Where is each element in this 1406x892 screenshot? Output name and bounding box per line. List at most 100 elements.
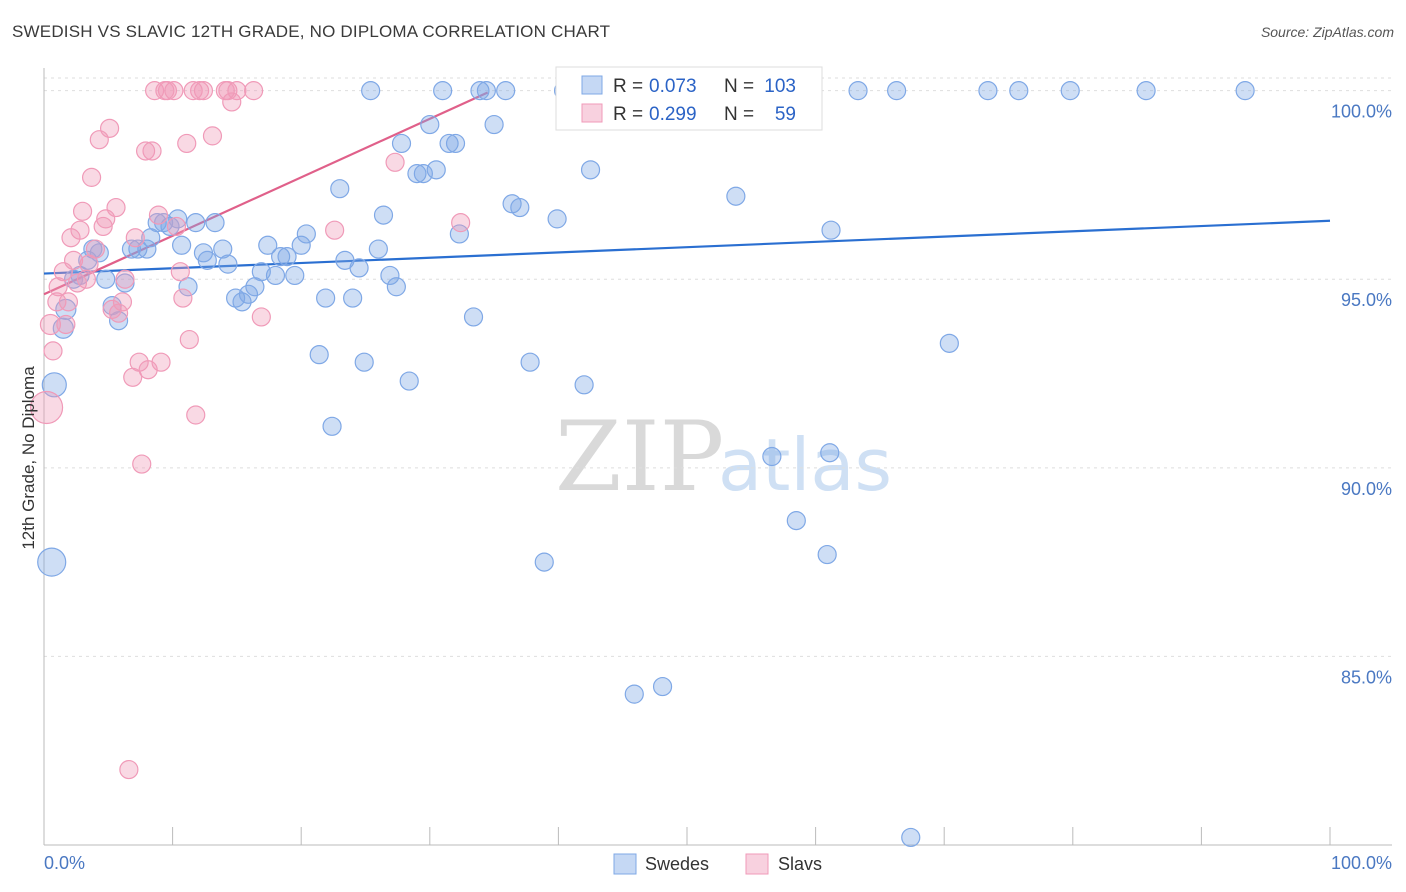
legend-n-label: N = xyxy=(724,104,754,125)
legend-r-label: R = xyxy=(613,76,643,97)
swedes-point xyxy=(820,443,840,463)
slavs-point xyxy=(48,277,68,297)
data-points xyxy=(29,81,1255,848)
swedes-point xyxy=(407,164,427,184)
slavs-point xyxy=(166,216,187,237)
swedes-point xyxy=(399,371,419,391)
swedes-point xyxy=(316,288,336,308)
swedes-point xyxy=(726,186,746,206)
legend-r-label: R = xyxy=(613,104,643,125)
swedes-point xyxy=(547,209,567,229)
swedes-point xyxy=(380,265,400,286)
swedes-point xyxy=(160,216,180,237)
swedes-point xyxy=(197,250,217,270)
slavs-point xyxy=(173,288,193,308)
swedes-point xyxy=(420,114,440,135)
legend-r-value: 0.299 xyxy=(649,104,697,125)
swedes-point xyxy=(373,205,394,225)
slavs-point xyxy=(202,126,223,146)
slavs-point xyxy=(85,239,106,259)
slavs-point xyxy=(72,201,93,221)
y-tick-label: 90.0% xyxy=(1341,479,1392,499)
slavs-point xyxy=(70,220,90,240)
grid xyxy=(44,77,1392,657)
trend-lines xyxy=(43,91,1331,296)
watermark-zip: ZIP xyxy=(555,401,724,513)
swedes-point xyxy=(1235,81,1255,101)
swedes-point xyxy=(147,213,167,233)
slavs-point xyxy=(451,213,471,233)
slavs-point xyxy=(193,81,214,101)
chart-source: Source: ZipAtlas.com xyxy=(1260,24,1394,40)
slavs-legend-label: Slavs xyxy=(778,854,822,874)
swedes-point xyxy=(172,235,192,255)
swedes-point xyxy=(445,133,466,154)
slavs-point xyxy=(179,329,199,350)
slavs-point xyxy=(39,313,62,336)
slavs-point xyxy=(177,133,197,154)
swedes-point xyxy=(652,676,673,697)
y-tick-label: 85.0% xyxy=(1341,667,1392,687)
slavs-point xyxy=(186,405,206,425)
swedes-point xyxy=(205,213,225,233)
swedes-point xyxy=(213,239,233,259)
swedes-point xyxy=(322,416,342,436)
swedes-point xyxy=(121,239,142,259)
slavs-point xyxy=(112,292,133,312)
chart-title: SWEDISH VS SLAVIC 12TH GRADE, NO DIPLOMA… xyxy=(12,22,611,41)
swedes-point xyxy=(349,258,369,278)
swedes-point xyxy=(901,827,921,848)
slavs-point xyxy=(108,303,129,323)
slavs-point xyxy=(115,269,135,289)
swedes-point xyxy=(354,352,374,372)
slavs-point xyxy=(76,269,97,289)
swedes-point xyxy=(580,160,601,180)
swedes-point xyxy=(463,307,484,327)
slavs-trend-line xyxy=(43,91,489,296)
swedes-point xyxy=(251,262,271,282)
watermark: ZIP atlas xyxy=(555,401,892,513)
legend-n-value: 59 xyxy=(775,104,796,125)
swedes-point xyxy=(484,114,504,135)
swedes-point xyxy=(496,81,516,101)
y-tick-label: 100.0% xyxy=(1331,102,1392,122)
slavs-point xyxy=(142,141,162,161)
swedes-point xyxy=(41,372,67,398)
slavs-point xyxy=(222,92,242,112)
swedes-point xyxy=(108,311,129,331)
swedes-point xyxy=(277,246,297,267)
slavs-point xyxy=(244,81,264,101)
swedes-point xyxy=(433,81,453,101)
swedes-point xyxy=(476,81,496,101)
swedes-point xyxy=(510,197,530,218)
swedes-legend-swatch xyxy=(613,853,637,875)
legend-n-label: N = xyxy=(724,76,754,97)
swedes-point xyxy=(137,239,157,259)
swedes-point xyxy=(309,345,329,365)
swedes-point xyxy=(368,239,388,259)
x-tick-label: 0.0% xyxy=(44,853,85,873)
slavs-point xyxy=(125,228,145,248)
watermark-atlas: atlas xyxy=(718,423,892,507)
swedes-point xyxy=(386,277,406,297)
slavs-point xyxy=(183,81,203,101)
x-tick-label: 100.0% xyxy=(1331,853,1392,873)
slavs-point xyxy=(148,205,169,225)
slavs-point xyxy=(325,220,345,240)
slavs-point xyxy=(164,81,184,101)
swedes-point xyxy=(1060,81,1080,101)
swedes-point xyxy=(624,684,644,704)
correlation-legend: R = 0.073 N = 103 R = 0.299 N = 59 xyxy=(555,66,823,131)
slavs-point xyxy=(47,292,67,312)
swedes-point xyxy=(821,220,841,240)
swedes-point xyxy=(285,265,305,286)
swedes-point xyxy=(168,209,188,229)
slavs-point xyxy=(385,152,405,172)
slavs-point xyxy=(63,250,84,270)
swedes-point xyxy=(37,547,67,577)
swedes-point xyxy=(186,213,206,233)
y-axis-label: 12th Grade, No Diploma xyxy=(19,366,38,550)
swedes-point xyxy=(96,269,116,289)
slavs-point xyxy=(251,307,271,327)
